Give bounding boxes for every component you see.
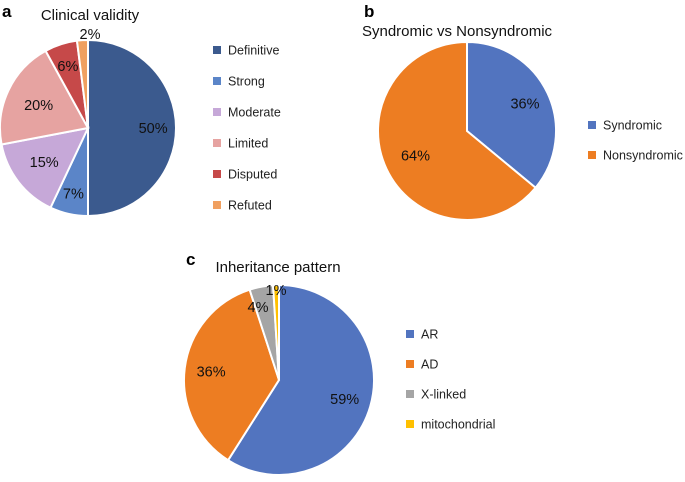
- legend-swatch-a-limited: [213, 139, 221, 147]
- slice-label-b-syndromic: 36%: [510, 97, 539, 113]
- panel-letter-c: c: [186, 250, 195, 269]
- legend-label-c-ar: AR: [421, 328, 438, 342]
- legend-swatch-c-x-linked: [406, 390, 414, 398]
- legend-label-a-disputed: Disputed: [228, 168, 277, 182]
- panel-a-title: Clinical validity: [41, 7, 140, 24]
- legend-swatch-a-moderate: [213, 108, 221, 116]
- legend-swatch-c-ar: [406, 330, 414, 338]
- slice-label-c-ad: 36%: [197, 364, 226, 380]
- slice-a-limited: [0, 49, 90, 146]
- slice-label-a-moderate: 15%: [30, 155, 59, 171]
- legend-label-a-limited: Limited: [228, 137, 268, 151]
- slice-a-moderate: [0, 126, 90, 209]
- slice-label-a-disputed: 6%: [57, 59, 78, 75]
- panel-c-title: Inheritance pattern: [215, 259, 340, 276]
- slice-label-c-ar: 59%: [330, 392, 359, 408]
- pie-c: 59% 36% 4%1%: [183, 283, 375, 476]
- slice-c-ad: [183, 288, 281, 462]
- slice-label-a-limited: 20%: [24, 98, 53, 114]
- legend-label-b-nonsyndromic: Nonsyndromic: [603, 149, 683, 163]
- slice-b-syndromic: [466, 40, 558, 190]
- legend-label-c-x-linked: X-linked: [421, 388, 466, 402]
- legend-swatch-a-definitive: [213, 46, 221, 54]
- slice-label-a-definitive: 50%: [139, 121, 168, 137]
- legend-c: AR AD X-linked mitochondrial: [406, 328, 495, 432]
- slice-label-c-x-linked: 4%: [248, 300, 269, 316]
- slice-label-b-nonsyndromic: 64%: [401, 148, 430, 164]
- legend-label-a-moderate: Moderate: [228, 106, 281, 120]
- legend-label-c-ad: AD: [421, 358, 438, 372]
- legend-label-b-syndromic: Syndromic: [603, 119, 662, 133]
- panel-letter-a: a: [2, 2, 12, 21]
- legend-a: Definitive Strong Moderate Limited Disputed R…: [213, 44, 281, 213]
- legend-swatch-a-strong: [213, 77, 221, 85]
- legend-swatch-a-disputed: [213, 170, 221, 178]
- slice-c-mitochondrial: [271, 283, 280, 381]
- legend-swatch-a-refuted: [213, 201, 221, 209]
- panel-c: c Inheritance pattern 59% 36% 4%1% AR AD X-l…: [183, 250, 495, 476]
- slice-c-ar: [226, 283, 375, 476]
- pie-b: 36% 64%: [377, 40, 558, 221]
- panel-a: a Clinical validity 50% 7%15% 20% 6%2% Defi…: [0, 2, 281, 218]
- slice-a-refuted: [75, 38, 89, 129]
- slice-b-nonsyndromic: [377, 40, 537, 221]
- legend-b: Syndromic Nonsyndromic: [588, 119, 683, 163]
- panel-b-title: Syndromic vs Nonsyndromic: [362, 23, 553, 40]
- legend-swatch-b-syndromic: [588, 121, 596, 129]
- legend-swatch-c-mitochondrial: [406, 420, 414, 428]
- legend-label-a-refuted: Refuted: [228, 199, 272, 213]
- slice-label-a-refuted: 2%: [80, 27, 101, 43]
- panel-letter-b: b: [364, 2, 374, 21]
- legend-label-a-definitive: Definitive: [228, 44, 279, 58]
- slice-a-definitive: [87, 38, 177, 218]
- legend-swatch-c-ad: [406, 360, 414, 368]
- legend-label-a-strong: Strong: [228, 75, 265, 89]
- slice-label-a-strong: 7%: [63, 186, 84, 202]
- slice-label-c-mitochondrial: 1%: [266, 283, 287, 299]
- legend-swatch-b-nonsyndromic: [588, 151, 596, 159]
- pie-a: 50% 7%15% 20% 6%2%: [0, 27, 177, 218]
- panel-b: b Syndromic vs Nonsyndromic 36% 64% Syndr…: [362, 2, 683, 221]
- legend-label-c-mitochondrial: mitochondrial: [421, 418, 495, 432]
